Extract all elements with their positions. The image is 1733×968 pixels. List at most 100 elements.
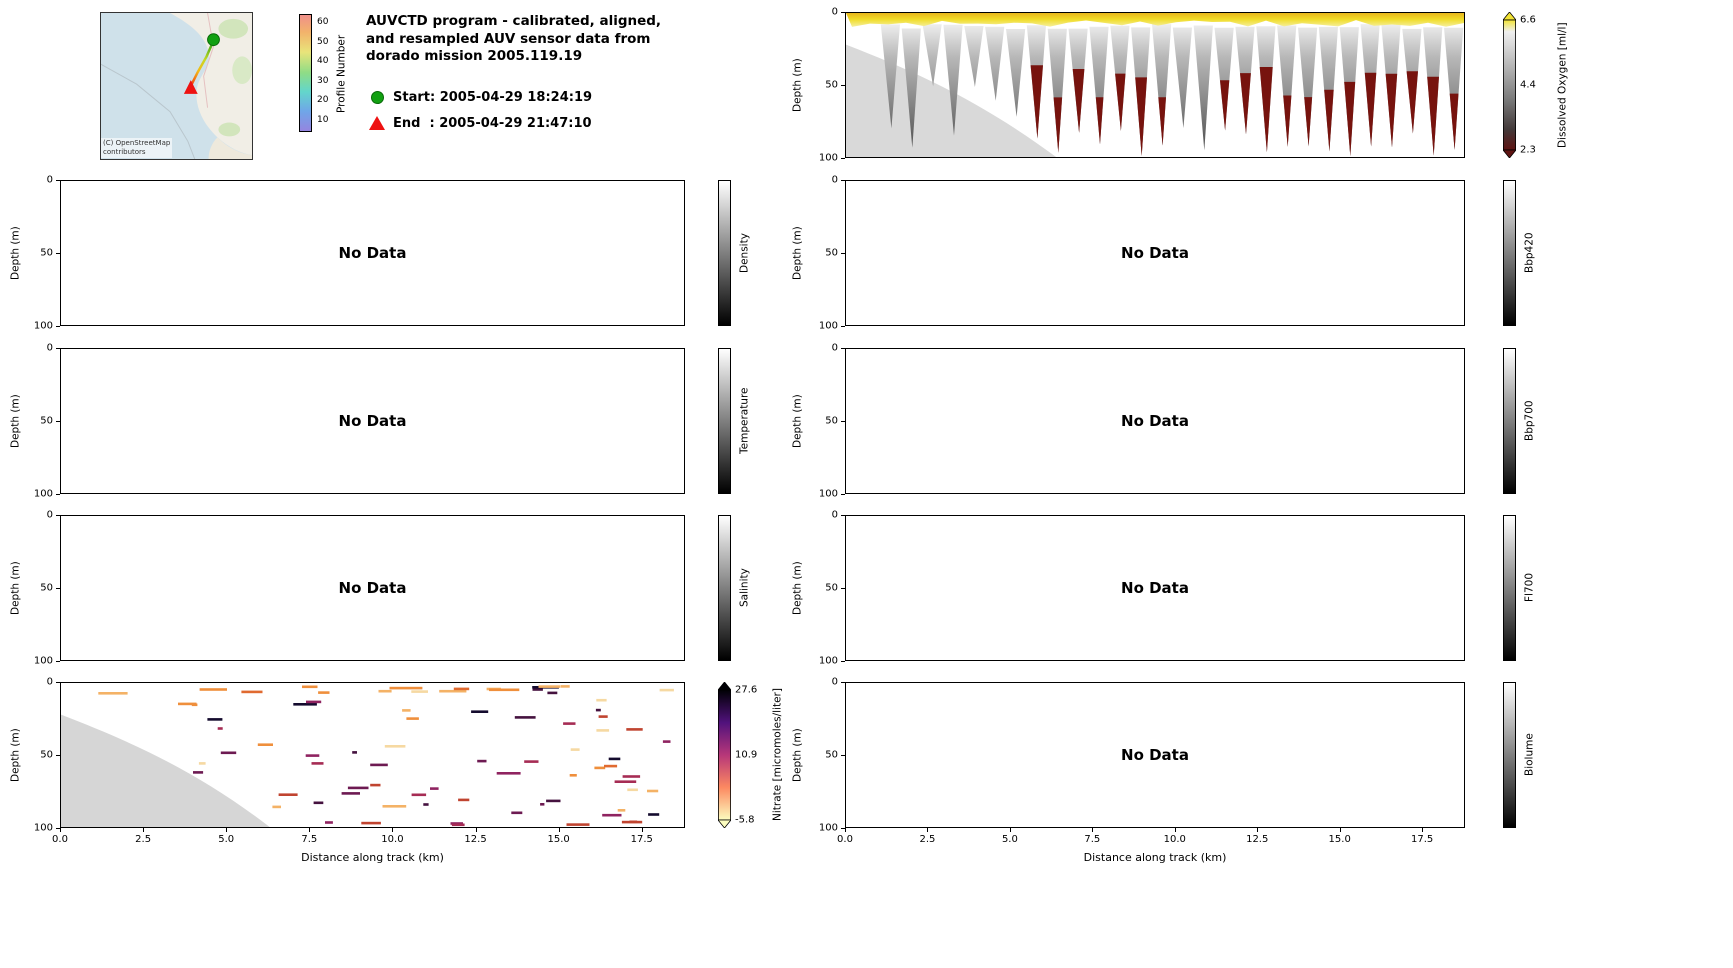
- y-tick-mark: [56, 587, 60, 589]
- profile-colorbar-tick: 50: [317, 37, 329, 47]
- x-tick-mark: [309, 828, 311, 832]
- y-tick: 100: [33, 488, 53, 500]
- y-axis-label: Depth (m): [9, 728, 22, 782]
- x-axis-label: Distance along track (km): [1083, 851, 1227, 864]
- x-tick: 15.0: [547, 834, 570, 845]
- colorbar-label: Bbp700: [1523, 400, 1536, 442]
- map-land: [170, 13, 252, 156]
- x-tick-mark: [845, 828, 846, 832]
- colorbar-label: Temperature: [738, 387, 751, 455]
- auv-track: [189, 40, 215, 87]
- bbp700-colorbar: [1503, 348, 1516, 494]
- map-land-south: [208, 137, 252, 159]
- y-tick: 0: [46, 174, 53, 186]
- y-tick: 100: [818, 822, 838, 834]
- no-data-text: No Data: [1121, 746, 1189, 764]
- colorbar-label: Salinity: [738, 568, 751, 608]
- x-tick-mark: [226, 828, 228, 832]
- colorbar-label: Dissolved Oxygen [ml/l]: [1556, 22, 1569, 148]
- profile-colorbar-tick: 40: [317, 56, 329, 66]
- y-tick-mark: [841, 587, 845, 589]
- figure-title: AUVCTD program - calibrated, aligned, an…: [366, 13, 661, 66]
- panel-bbp420: No Data: [845, 180, 1465, 326]
- y-tick: 50: [825, 415, 838, 427]
- title-line: dorado mission 2005.119.19: [366, 48, 583, 64]
- y-tick-mark: [841, 325, 845, 327]
- x-tick: 17.5: [1410, 834, 1434, 845]
- y-tick: 0: [831, 174, 838, 186]
- profile-colorbar-label: Profile Number: [335, 34, 348, 114]
- y-tick-mark: [841, 681, 845, 683]
- x-tick: 10.0: [381, 834, 404, 845]
- map-greenspace: [218, 122, 241, 137]
- y-axis-label: Depth (m): [791, 394, 804, 448]
- y-tick-mark: [56, 420, 60, 422]
- x-tick: 0.0: [837, 834, 853, 845]
- y-axis-label: Depth (m): [9, 226, 22, 280]
- y-tick: 50: [40, 749, 53, 761]
- x-tick: 10.0: [1163, 834, 1186, 845]
- colorbar-tick: 4.4: [1520, 79, 1536, 91]
- fl700-colorbar: [1503, 515, 1516, 661]
- x-tick: 12.5: [464, 834, 487, 845]
- x-tick: 2.5: [135, 834, 152, 845]
- x-tick-mark: [1257, 828, 1259, 832]
- panel-dissolved_oxygen: [845, 12, 1465, 158]
- x-tick-mark: [392, 828, 394, 832]
- y-tick: 0: [46, 342, 53, 354]
- y-tick-mark: [841, 157, 845, 159]
- map-attribution-line: contributors: [103, 148, 146, 156]
- y-tick-mark: [56, 681, 60, 683]
- y-tick: 100: [33, 655, 53, 667]
- y-tick: 0: [831, 342, 838, 354]
- y-tick: 100: [33, 320, 53, 332]
- map-road: [203, 13, 215, 108]
- y-tick: 50: [40, 247, 53, 259]
- y-tick-mark: [841, 827, 845, 829]
- y-tick: 50: [825, 582, 838, 594]
- track-map: [100, 12, 253, 160]
- colorbar-tick: 27.6: [735, 684, 758, 696]
- profile-number-colorbar: [299, 14, 312, 132]
- start-label: Start: 2005-04-29 18:24:19: [393, 90, 593, 105]
- y-tick: 100: [818, 655, 838, 667]
- y-tick: 100: [818, 152, 838, 164]
- y-tick: 100: [818, 320, 838, 332]
- y-tick-mark: [56, 660, 60, 662]
- colorbar-label: Biolume: [1523, 733, 1536, 777]
- no-data-text: No Data: [1121, 579, 1189, 597]
- y-axis-label: Depth (m): [791, 58, 804, 112]
- y-axis-label: Depth (m): [791, 728, 804, 782]
- y-tick-mark: [841, 252, 845, 254]
- y-tick-mark: [841, 84, 845, 86]
- x-tick-mark: [60, 828, 61, 832]
- y-tick: 0: [46, 509, 53, 521]
- end-label: End : 2005-04-29 21:47:10: [393, 116, 592, 131]
- y-axis-label: Depth (m): [791, 226, 804, 280]
- x-axis-label: Distance along track (km): [301, 851, 444, 864]
- map-greenspace: [218, 18, 249, 39]
- colorbar-tick: -5.8: [735, 814, 755, 826]
- start-marker-icon: [371, 91, 384, 104]
- bbp420-colorbar: [1503, 180, 1516, 326]
- y-tick-mark: [841, 660, 845, 662]
- x-tick-mark: [558, 828, 560, 832]
- x-tick: 15.0: [1328, 834, 1351, 845]
- map-attribution: (C) OpenStreetMap contributors: [101, 138, 173, 158]
- y-tick: 0: [831, 6, 838, 18]
- x-tick-mark: [1339, 828, 1341, 832]
- x-tick-mark: [641, 828, 643, 832]
- x-tick: 2.5: [919, 834, 936, 845]
- y-tick: 50: [40, 415, 53, 427]
- y-tick: 0: [831, 509, 838, 521]
- start-marker: [207, 33, 220, 47]
- x-tick: 12.5: [1246, 834, 1269, 845]
- x-tick-mark: [143, 828, 145, 832]
- no-data-text: No Data: [1121, 412, 1189, 430]
- y-axis-label: Depth (m): [9, 561, 22, 615]
- map-boundary-line: [101, 63, 196, 159]
- surface-oxygen-band: [846, 13, 1464, 27]
- no-data-text: No Data: [338, 579, 407, 597]
- dissolved_oxygen-colorbar: [1502, 11, 1517, 159]
- y-tick-mark: [841, 754, 845, 756]
